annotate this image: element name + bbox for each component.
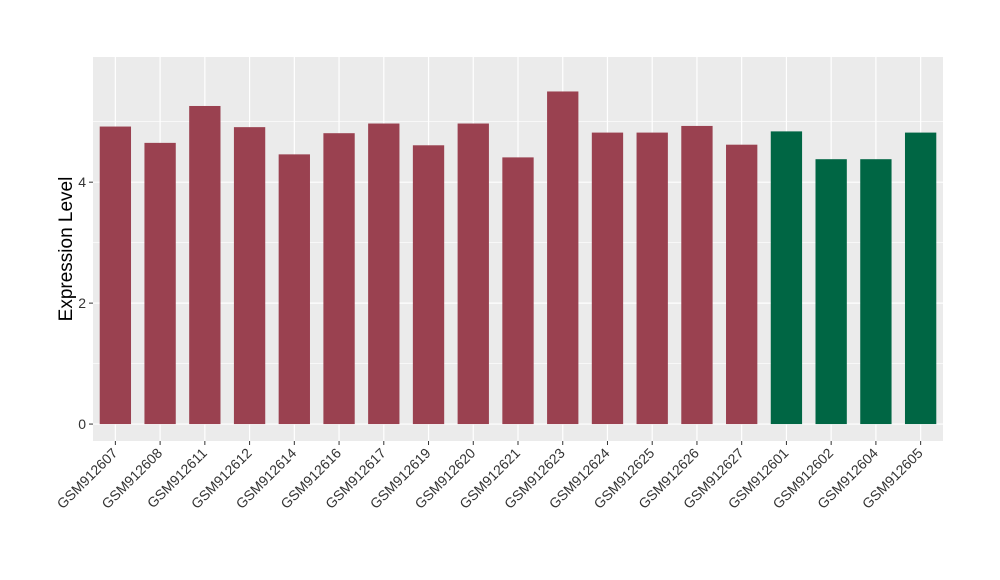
bar-GSM912619 [412, 145, 445, 425]
bar-GSM912602 [815, 159, 847, 425]
y-axis: 0 2 4 [78, 174, 93, 432]
bar-GSM912627 [726, 144, 758, 425]
bar-GSM912601 [770, 131, 803, 425]
bar-GSM912617 [368, 123, 400, 425]
bar-GSM912611 [189, 105, 221, 425]
bar-GSM912607 [99, 126, 132, 425]
bar-GSM912614 [278, 154, 310, 425]
bar-GSM912623 [547, 91, 579, 425]
x-axis: GSM912607GSM912608GSM912611GSM912612GSM9… [54, 441, 926, 512]
bar-GSM912612 [233, 127, 266, 425]
bar-GSM912616 [323, 133, 355, 425]
bar-GSM912626 [681, 125, 713, 425]
bar-GSM912608 [144, 142, 176, 425]
y-tick-label: 4 [78, 174, 86, 190]
bar-GSM912625 [636, 132, 668, 425]
bars [99, 91, 937, 425]
bar-GSM912624 [591, 132, 624, 425]
y-axis-title: Expression Level [56, 177, 77, 322]
bar-GSM912621 [502, 157, 534, 425]
y-tick-label: 0 [78, 416, 86, 432]
bar-GSM912604 [860, 159, 892, 425]
bar-GSM912605 [904, 132, 937, 425]
bar-GSM912620 [457, 123, 489, 425]
y-tick-label: 2 [78, 295, 86, 311]
